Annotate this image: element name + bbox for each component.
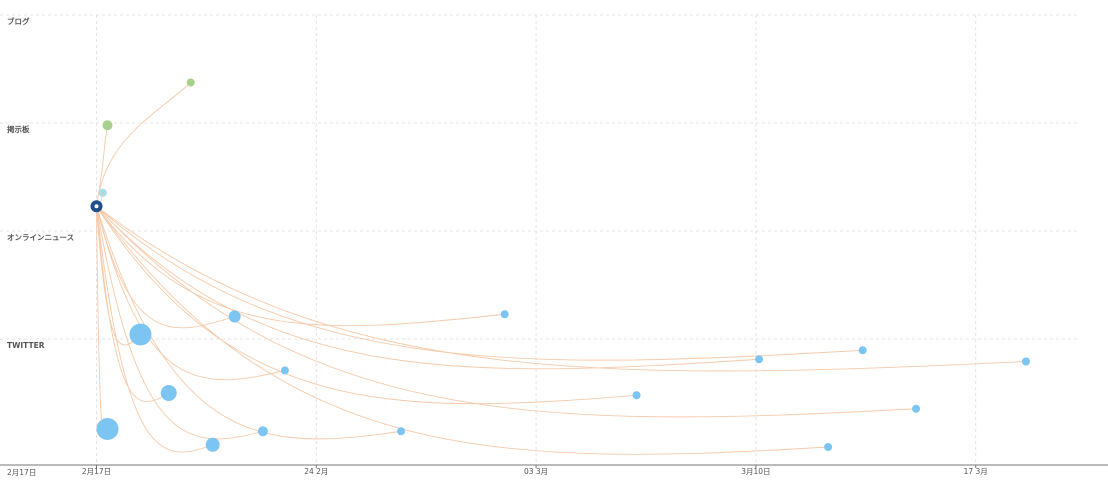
propagation-edge <box>96 205 863 361</box>
propagation-edges <box>96 82 1026 455</box>
data-point[interactable] <box>755 355 764 364</box>
x-tick-label: 17 3月 <box>964 467 988 476</box>
data-point[interactable] <box>186 78 195 87</box>
x-origin-label: 2月17日 <box>7 468 36 477</box>
propagation-edge <box>96 206 637 405</box>
propagation-edge <box>96 206 264 440</box>
x-tick-label: 24 2月 <box>304 467 328 476</box>
data-point[interactable] <box>824 443 833 451</box>
band-label: オンラインニュース <box>7 233 74 242</box>
data-point[interactable] <box>98 188 107 197</box>
propagation-edge <box>96 205 829 455</box>
data-point[interactable] <box>397 427 406 436</box>
data-point[interactable] <box>858 346 867 355</box>
data-point[interactable] <box>160 385 177 401</box>
propagation-edge <box>96 206 402 440</box>
source-node-center <box>94 204 99 209</box>
propagation-edge <box>96 205 917 418</box>
data-point[interactable] <box>912 404 921 413</box>
grid <box>0 14 1080 465</box>
data-point[interactable] <box>632 391 641 400</box>
data-point[interactable] <box>228 310 241 323</box>
propagation-edge <box>96 206 286 381</box>
nodes <box>90 78 1030 452</box>
data-point[interactable] <box>1021 357 1030 366</box>
x-axis: 2月17日 2月17日 24 2月 03 3月 3月10日 17 3月 <box>0 464 1108 477</box>
band-label: TWITTER <box>7 341 45 350</box>
data-point[interactable] <box>102 120 113 131</box>
x-tick-label: 03 3月 <box>524 467 548 476</box>
propagation-edge <box>96 206 213 453</box>
propagation-edge <box>96 205 505 327</box>
propagation-edge <box>96 205 760 370</box>
data-point[interactable] <box>280 366 289 375</box>
band-label: 掲示板 <box>7 124 30 134</box>
propagation-edge <box>96 125 108 207</box>
x-tick-label: 3月10日 <box>741 467 770 476</box>
data-point[interactable] <box>129 323 152 346</box>
propagation-edge <box>96 82 192 207</box>
data-point[interactable] <box>257 426 268 437</box>
data-point[interactable] <box>96 418 119 440</box>
band-label: ブログ <box>7 16 30 26</box>
data-point[interactable] <box>205 437 220 452</box>
data-point[interactable] <box>500 310 509 319</box>
propagation-edge <box>96 205 1026 372</box>
propagation-edge <box>96 206 235 329</box>
x-tick-label: 2月17日 <box>82 467 111 476</box>
